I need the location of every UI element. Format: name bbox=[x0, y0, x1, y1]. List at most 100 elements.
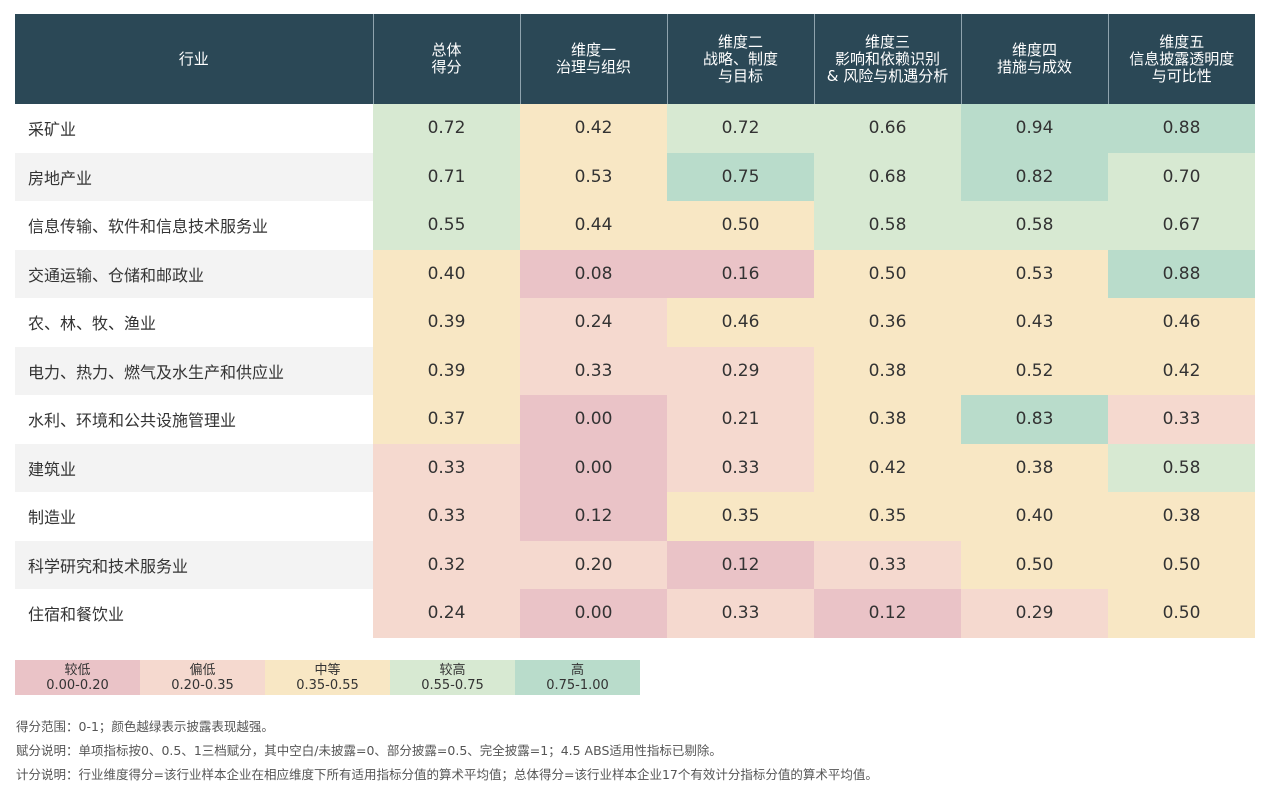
table-row: 制造业 0.33 0.12 0.35 0.35 0.40 0.38 bbox=[15, 492, 1255, 541]
column-header-2: 维度一 治理与组织 bbox=[520, 14, 668, 104]
heatmap-cell: 0.53 bbox=[961, 249, 1108, 298]
heatmap-cell: 0.39 bbox=[373, 346, 520, 395]
heatmap-cell: 0.52 bbox=[961, 346, 1108, 395]
legend-range: 0.75-1.00 bbox=[546, 677, 609, 693]
heatmap-cell: 0.67 bbox=[1108, 201, 1255, 250]
heatmap-cell: 0.66 bbox=[814, 104, 961, 153]
industry-label: 水利、环境和公共设施管理业 bbox=[15, 395, 373, 444]
heatmap-cell: 0.42 bbox=[520, 104, 667, 153]
header-row: 行业 总体 得分 维度一 治理与组织 维度二 战略、制度 与目标 维度三 影响和依赖识别… bbox=[15, 14, 1255, 104]
heatmap-cell: 0.50 bbox=[1108, 540, 1255, 589]
heatmap-cell: 0.12 bbox=[520, 492, 667, 541]
heatmap-cell: 0.40 bbox=[961, 492, 1108, 541]
legend-label: 较高 bbox=[439, 662, 466, 678]
heatmap-cell: 0.42 bbox=[814, 443, 961, 492]
industry-label: 采矿业 bbox=[15, 104, 373, 153]
heatmap-cell: 0.50 bbox=[667, 201, 814, 250]
heatmap-cell: 0.46 bbox=[667, 298, 814, 347]
color-legend: 较低 0.00-0.20 偏低 0.20-0.35 中等 0.35-0.55 较高 0.55-… bbox=[15, 660, 640, 695]
heatmap-cell: 0.33 bbox=[667, 589, 814, 638]
heatmap-cell: 0.50 bbox=[1108, 589, 1255, 638]
heatmap-cell: 0.88 bbox=[1108, 104, 1255, 153]
heatmap-cell: 0.00 bbox=[520, 395, 667, 444]
heatmap-cell: 0.53 bbox=[520, 152, 667, 201]
heatmap-cell: 0.33 bbox=[814, 540, 961, 589]
heatmap-cell: 0.70 bbox=[1108, 152, 1255, 201]
heatmap-cell: 0.50 bbox=[814, 249, 961, 298]
table-row: 农、林、牧、渔业 0.39 0.24 0.46 0.36 0.43 0.46 bbox=[15, 298, 1255, 347]
heatmap-cell: 0.00 bbox=[520, 443, 667, 492]
note-calculation-method: 计分说明：行业维度得分=该行业样本企业在相应维度下所有适用指标分值的算术平均值；… bbox=[16, 767, 878, 782]
heatmap-cell: 0.00 bbox=[520, 589, 667, 638]
column-header-industry: 行业 bbox=[15, 14, 374, 104]
heatmap-cell: 0.12 bbox=[814, 589, 961, 638]
heatmap-cell: 0.38 bbox=[814, 346, 961, 395]
legend-range: 0.00-0.20 bbox=[46, 677, 109, 693]
column-header-1: 总体 得分 bbox=[373, 14, 521, 104]
heatmap-cell: 0.46 bbox=[1108, 298, 1255, 347]
heatmap-cell: 0.82 bbox=[961, 152, 1108, 201]
heatmap-cell: 0.68 bbox=[814, 152, 961, 201]
legend-item: 较高 0.55-0.75 bbox=[390, 660, 515, 695]
legend-label: 偏低 bbox=[189, 662, 216, 678]
table-row: 科学研究和技术服务业 0.32 0.20 0.12 0.33 0.50 0.50 bbox=[15, 540, 1255, 589]
heatmap-body: 采矿业 0.72 0.42 0.72 0.66 0.94 0.88 房地产业 0.71 0.53 0… bbox=[15, 104, 1255, 638]
heatmap-cell: 0.38 bbox=[1108, 492, 1255, 541]
heatmap-cell: 0.72 bbox=[373, 104, 520, 153]
heatmap-cell: 0.24 bbox=[373, 589, 520, 638]
industry-label: 建筑业 bbox=[15, 443, 373, 492]
heatmap-cell: 0.36 bbox=[814, 298, 961, 347]
heatmap-cell: 0.37 bbox=[373, 395, 520, 444]
table-row: 采矿业 0.72 0.42 0.72 0.66 0.94 0.88 bbox=[15, 104, 1255, 153]
heatmap-cell: 0.42 bbox=[1108, 346, 1255, 395]
legend-item: 高 0.75-1.00 bbox=[515, 660, 640, 695]
note-score-range: 得分范围：0-1；颜色越绿表示披露表现越强。 bbox=[16, 719, 274, 734]
industry-label: 电力、热力、燃气及水生产和供应业 bbox=[15, 346, 373, 395]
heatmap-cell: 0.33 bbox=[667, 443, 814, 492]
heatmap-cell: 0.08 bbox=[520, 249, 667, 298]
legend-range: 0.20-0.35 bbox=[171, 677, 234, 693]
heatmap-cell: 0.88 bbox=[1108, 249, 1255, 298]
heatmap-cell: 0.33 bbox=[373, 492, 520, 541]
legend-item: 较低 0.00-0.20 bbox=[15, 660, 140, 695]
heatmap-cell: 0.35 bbox=[667, 492, 814, 541]
heatmap-cell: 0.35 bbox=[814, 492, 961, 541]
heatmap-cell: 0.94 bbox=[961, 104, 1108, 153]
legend-range: 0.35-0.55 bbox=[296, 677, 359, 693]
heatmap-cell: 0.71 bbox=[373, 152, 520, 201]
heatmap-cell: 0.29 bbox=[961, 589, 1108, 638]
heatmap-cell: 0.33 bbox=[520, 346, 667, 395]
heatmap-cell: 0.29 bbox=[667, 346, 814, 395]
industry-label: 住宿和餐饮业 bbox=[15, 589, 373, 638]
table-row: 房地产业 0.71 0.53 0.75 0.68 0.82 0.70 bbox=[15, 152, 1255, 201]
legend-label: 高 bbox=[570, 662, 584, 678]
table-row: 信息传输、软件和信息技术服务业 0.55 0.44 0.50 0.58 0.58 0.67 bbox=[15, 201, 1255, 250]
heatmap-cell: 0.16 bbox=[667, 249, 814, 298]
heatmap-cell: 0.44 bbox=[520, 201, 667, 250]
note-scoring-method: 赋分说明：单项指标按0、0.5、1三档赋分，其中空白/未披露=0、部分披露=0.… bbox=[16, 743, 722, 758]
industry-label: 信息传输、软件和信息技术服务业 bbox=[15, 201, 373, 250]
industry-label: 制造业 bbox=[15, 492, 373, 541]
heatmap-cell: 0.43 bbox=[961, 298, 1108, 347]
heatmap-cell: 0.58 bbox=[1108, 443, 1255, 492]
heatmap-cell: 0.38 bbox=[814, 395, 961, 444]
table-row: 建筑业 0.33 0.00 0.33 0.42 0.38 0.58 bbox=[15, 443, 1255, 492]
heatmap-cell: 0.33 bbox=[373, 443, 520, 492]
heatmap-cell: 0.12 bbox=[667, 540, 814, 589]
heatmap-cell: 0.72 bbox=[667, 104, 814, 153]
table-row: 住宿和餐饮业 0.24 0.00 0.33 0.12 0.29 0.50 bbox=[15, 589, 1255, 638]
table-row: 水利、环境和公共设施管理业 0.37 0.00 0.21 0.38 0.83 0.33 bbox=[15, 395, 1255, 444]
heatmap-cell: 0.21 bbox=[667, 395, 814, 444]
heatmap-cell: 0.50 bbox=[961, 540, 1108, 589]
legend-label: 中等 bbox=[314, 662, 341, 678]
heatmap-cell: 0.24 bbox=[520, 298, 667, 347]
heatmap-cell: 0.58 bbox=[814, 201, 961, 250]
heatmap-cell: 0.58 bbox=[961, 201, 1108, 250]
heatmap-cell: 0.33 bbox=[1108, 395, 1255, 444]
heatmap-cell: 0.55 bbox=[373, 201, 520, 250]
column-header-5: 维度四 措施与成效 bbox=[961, 14, 1109, 104]
legend-item: 偏低 0.20-0.35 bbox=[140, 660, 265, 695]
heatmap-cell: 0.75 bbox=[667, 152, 814, 201]
legend-item: 中等 0.35-0.55 bbox=[265, 660, 390, 695]
table-row: 电力、热力、燃气及水生产和供应业 0.39 0.33 0.29 0.38 0.52 0.42 bbox=[15, 346, 1255, 395]
